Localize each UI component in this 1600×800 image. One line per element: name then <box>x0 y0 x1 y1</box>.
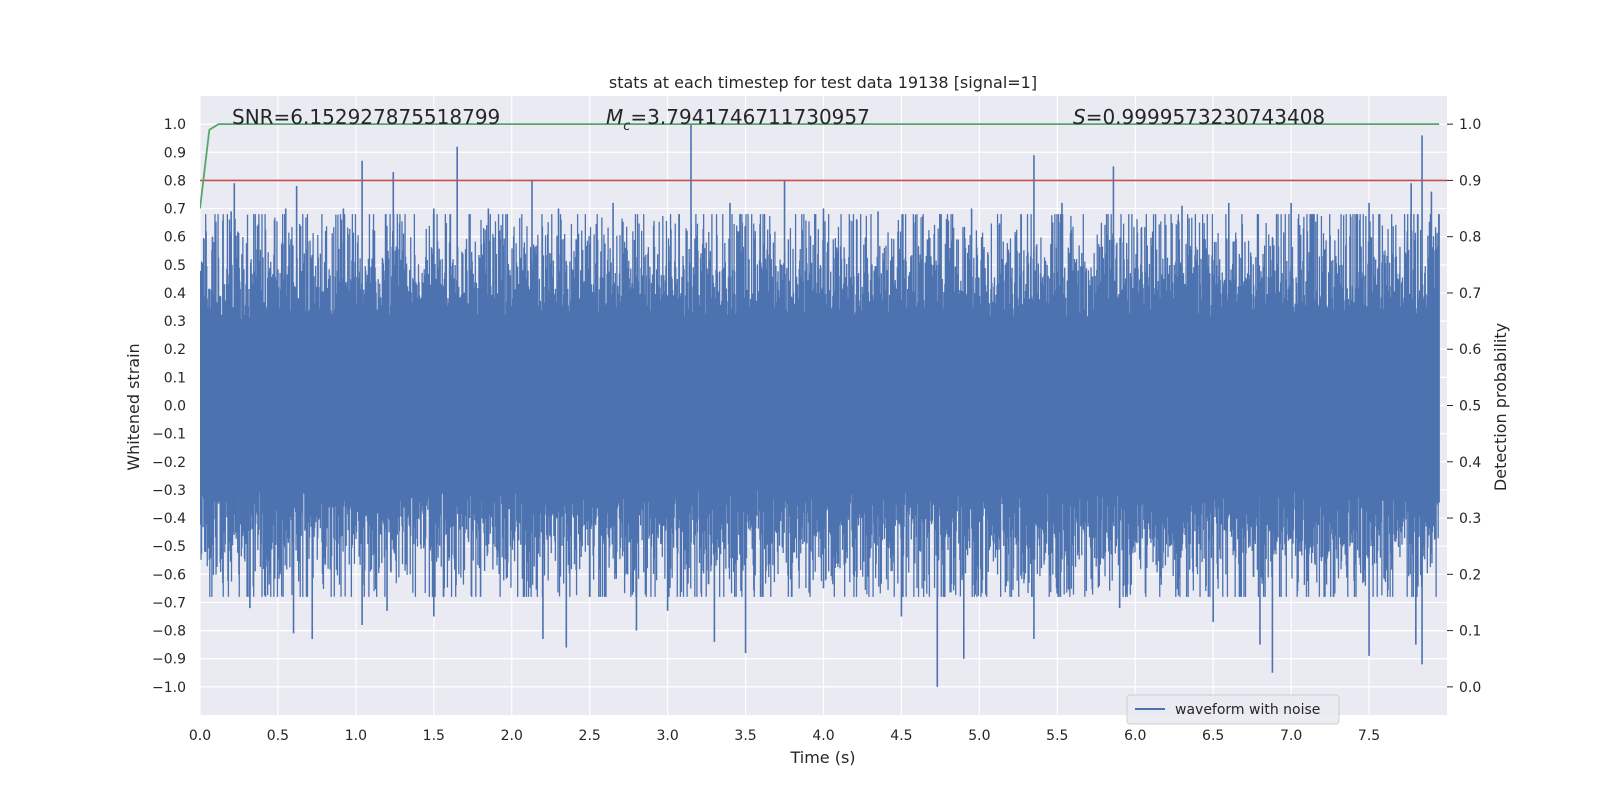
x-tick-label: 1.0 <box>345 728 367 744</box>
y-tick-label: −0.4 <box>152 511 186 527</box>
waveform-noise-body <box>200 214 1440 597</box>
x-tick-label: 1.5 <box>423 728 445 744</box>
annotation-chirp-mass-symbol: M <box>606 105 623 129</box>
chart-title: stats at each timestep for test data 191… <box>609 73 1037 92</box>
x-tick-label: 6.0 <box>1124 728 1146 744</box>
legend-label-waveform: waveform with noise <box>1175 702 1320 718</box>
x-axis-ticks: 0.0 0.5 1.0 1.5 2.0 2.5 3.0 3.5 4.0 4.5 5.0 5.5 6.0 6… <box>189 728 1380 744</box>
y2-tick-label: 0.4 <box>1459 455 1481 471</box>
x-tick-label: 3.0 <box>656 728 678 744</box>
y-tick-label: 0.5 <box>164 258 186 274</box>
y-tick-label: −0.8 <box>152 624 186 640</box>
x-tick-label: 5.5 <box>1046 728 1068 744</box>
legend-box <box>1126 694 1340 725</box>
y2-axis-label: Detection probability <box>1491 323 1510 491</box>
y2-tick-label: 0.6 <box>1459 342 1481 358</box>
y-tick-label: −1.0 <box>152 680 186 696</box>
y2-axis-ticks: 1.0 0.9 0.8 0.7 0.6 0.5 0.4 0.3 0.2 0.1 0.0 <box>1447 117 1481 696</box>
y-tick-label: 1.0 <box>164 117 186 133</box>
y-tick-label: 0.4 <box>164 286 186 302</box>
y-tick-label: 0.0 <box>164 399 186 415</box>
annotation-s-symbol: S <box>1073 105 1086 129</box>
y2-tick-label: 0.9 <box>1459 173 1481 189</box>
annotation-chirp-mass-subscript: c <box>623 119 630 134</box>
x-tick-label: 2.5 <box>579 728 601 744</box>
y-tick-label: 0.1 <box>164 370 186 386</box>
y-tick-label: 0.8 <box>164 173 186 189</box>
y2-tick-label: 0.5 <box>1459 399 1481 415</box>
x-tick-label: 6.5 <box>1202 728 1224 744</box>
legend: waveform with noise <box>1126 694 1340 725</box>
x-tick-label: 7.0 <box>1280 728 1302 744</box>
y-tick-label: 0.7 <box>164 202 186 218</box>
y-tick-label: 0.2 <box>164 342 186 358</box>
x-tick-label: 5.0 <box>968 728 990 744</box>
y-tick-label: −0.7 <box>152 595 186 611</box>
x-axis-label: Time (s) <box>789 748 855 767</box>
y-tick-label: 0.6 <box>164 230 186 246</box>
y-axis-label: Whitened strain <box>124 343 143 470</box>
series-waveform-with-noise <box>200 124 1440 687</box>
y2-tick-label: 1.0 <box>1459 117 1481 133</box>
y-tick-label: 0.9 <box>164 145 186 161</box>
y-tick-label: −0.9 <box>152 652 186 668</box>
y-tick-label: −0.1 <box>152 427 186 443</box>
annotation-chirp-mass-value: =3.7941746711730957 <box>630 105 869 129</box>
y-axis-ticks: 1.0 0.9 0.8 0.7 0.6 0.5 0.4 0.3 0.2 0.1 0.0 −0.1 −0.… <box>152 117 186 696</box>
y-tick-label: −0.5 <box>152 539 186 555</box>
annotation-snr: SNR=6.152927875518799 <box>232 105 500 129</box>
y2-tick-label: 0.2 <box>1459 567 1481 583</box>
x-tick-label: 2.0 <box>501 728 523 744</box>
y2-tick-label: 0.8 <box>1459 230 1481 246</box>
y2-tick-label: 0.1 <box>1459 624 1481 640</box>
annotation-s: S=0.9999573230743408 <box>1073 105 1325 129</box>
y2-tick-label: 0.0 <box>1459 680 1481 696</box>
x-tick-label: 0.0 <box>189 728 211 744</box>
annotation-s-value: =0.9999573230743408 <box>1086 105 1325 129</box>
annotation-chirp-mass: Mc=3.7941746711730957 <box>606 105 870 134</box>
series-other <box>200 123 1447 209</box>
y2-tick-label: 0.3 <box>1459 511 1481 527</box>
y-tick-label: 0.3 <box>164 314 186 330</box>
y-tick-label: −0.6 <box>152 567 186 583</box>
x-tick-label: 4.0 <box>812 728 834 744</box>
y-tick-label: −0.3 <box>152 483 186 499</box>
x-tick-label: 0.5 <box>267 728 289 744</box>
detection-probability-line <box>200 123 1440 209</box>
x-tick-label: 7.5 <box>1358 728 1380 744</box>
y-tick-label: −0.2 <box>152 455 186 471</box>
x-tick-label: 3.5 <box>734 728 756 744</box>
y2-tick-label: 0.7 <box>1459 286 1481 302</box>
x-tick-label: 4.5 <box>890 728 912 744</box>
